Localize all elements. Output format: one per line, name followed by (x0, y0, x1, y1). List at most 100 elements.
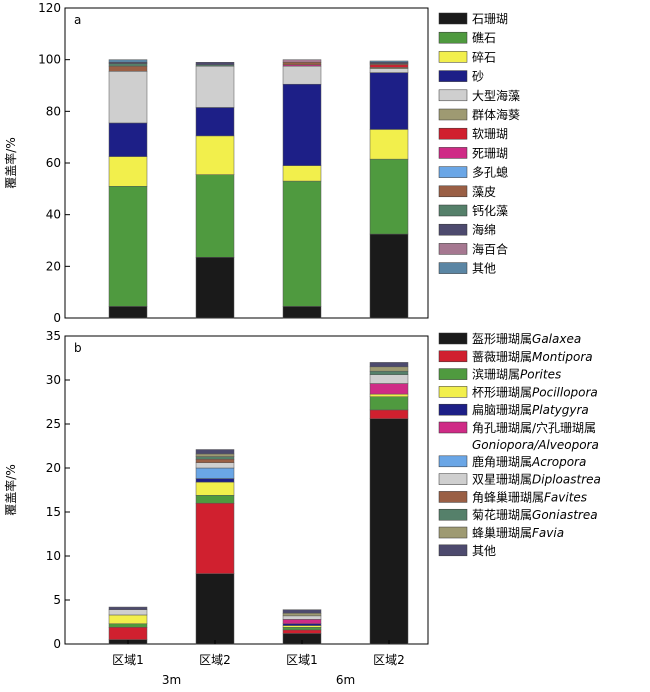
bar-segment (369, 393, 409, 397)
y-tick-label: 30 (46, 373, 61, 387)
bar-segment (195, 456, 235, 460)
legend-label: 鹿角珊瑚属Acropora (472, 454, 586, 469)
bar-segment (282, 615, 322, 620)
bar-segment (369, 158, 409, 235)
legend-label-zh: 蜂巢珊瑚属 (472, 525, 532, 540)
x-group-label: 6m (336, 673, 355, 687)
bar-segment (195, 502, 235, 574)
bar-segment (369, 72, 409, 130)
legend-label-zh: 其他 (472, 544, 496, 558)
legend-label: 其他 (472, 544, 496, 558)
legend-label: 双星珊瑚属Diploastrea (472, 472, 601, 487)
plot-frame (64, 335, 429, 645)
legend-label: 石珊瑚 (472, 11, 508, 26)
legend-label-latin: Acropora (531, 455, 586, 469)
legend-swatch (438, 421, 468, 434)
legend-label: 藻皮 (472, 185, 496, 199)
bar-segment (369, 374, 409, 384)
y-tick-label: 60 (46, 156, 61, 170)
legend-label-latin: Pocillopora (532, 385, 598, 399)
x-tick-label: 区域2 (199, 653, 231, 667)
bar-stack (195, 62, 235, 319)
bar-segment (195, 449, 235, 455)
legend-label: 盔形珊瑚属Galaxea (472, 331, 581, 346)
bar-stack (195, 449, 235, 645)
bar-stack (108, 59, 148, 319)
y-tick-label: 15 (46, 505, 61, 519)
bar-segment (195, 62, 235, 66)
legend-label: 软珊瑚 (472, 126, 508, 141)
bar-stack (282, 609, 322, 645)
legend-label-latin: Goniastrea (532, 508, 598, 522)
legend-label: 蜂巢珊瑚属Favia (472, 525, 564, 540)
legend-swatch (438, 350, 468, 363)
x-group-label: 3m (162, 673, 181, 687)
x-tick-label: 区域2 (373, 653, 405, 667)
legend-label-zh: 扁脑珊瑚属 (472, 402, 532, 417)
bar-segment (195, 478, 235, 483)
legend-swatch (438, 473, 468, 485)
legend-label-zh: 角蜂巢珊瑚属 (472, 489, 544, 504)
legend-label: 大型海藻 (472, 88, 520, 103)
bar-segment (282, 65, 322, 85)
y-tick-label: 40 (46, 208, 61, 222)
bar-segment (195, 573, 235, 645)
bar-segment (369, 370, 409, 375)
bar-segment (282, 62, 322, 66)
bar-segment (195, 257, 235, 319)
legend: 盔形珊瑚属Galaxea蔷薇珊瑚属Montipora滨珊瑚属Porites杯形珊… (438, 331, 601, 558)
bar-segment (282, 625, 322, 628)
legend-label-zh: 盔形珊瑚属 (472, 331, 532, 346)
legend-swatch (438, 166, 468, 178)
bar-segment (369, 383, 409, 395)
legend-label: 群体海葵 (472, 107, 520, 122)
y-axis-title: 覆盖率/% (3, 464, 18, 515)
legend-label-latin: Favites (544, 490, 587, 504)
bar-segment (108, 59, 148, 63)
bar-segment (195, 174, 235, 258)
y-tick-label: 100 (38, 53, 61, 67)
legend-swatch (438, 89, 468, 102)
bar-segment (282, 609, 322, 614)
bar-segment (369, 409, 409, 419)
bar-segment (108, 306, 148, 319)
panel-label: b (74, 341, 82, 355)
bar-segment (282, 619, 322, 625)
legend-swatch (438, 185, 468, 198)
bar-segment (195, 107, 235, 137)
bar-segment (108, 609, 148, 616)
legend-label: 杯形珊瑚属Pocillopora (472, 384, 598, 399)
legend-label-latin: Porites (520, 368, 561, 382)
y-tick-label: 0 (53, 311, 61, 325)
bar-segment (108, 63, 148, 67)
legend-label: 扁脑珊瑚属Platygyra (472, 402, 589, 417)
legend-label-zh: 菊花珊瑚属 (472, 507, 532, 522)
legend-swatch (438, 51, 468, 63)
legend-swatch (438, 544, 468, 557)
legend-label-latin: Favia (532, 526, 564, 540)
legend-label: 滨珊瑚属Porites (472, 367, 561, 382)
panel-b: 05101520253035覆盖率/%b盔形珊瑚属Galaxea蔷薇珊瑚属Mon… (3, 329, 601, 687)
legend-label: 碎石 (472, 49, 496, 64)
y-tick-label: 5 (53, 593, 61, 607)
panel-a: 0 20 40 60 80 100 120 覆盖率/% a 石珊瑚礁石碎石砂大型海藻群体海葵软珊瑚… (3, 1, 520, 325)
bar-segment (108, 65, 148, 72)
bar-segment (195, 458, 235, 463)
y-tick-label: 25 (46, 417, 61, 431)
bar-segment (195, 462, 235, 469)
y-tick-label: 35 (46, 329, 61, 343)
y-tick-label: 20 (46, 259, 61, 273)
legend-label-latin: Galaxea (532, 332, 581, 346)
legend-label-latin: Diploastrea (532, 473, 601, 487)
legend-label-zh: 杯形珊瑚属 (472, 384, 532, 399)
legend-swatch (438, 455, 468, 468)
bar-segment (108, 122, 148, 157)
legend-label: 礁石 (472, 30, 496, 45)
legend-swatch (438, 262, 468, 274)
legend-label: 砂 (472, 70, 484, 84)
x-tick-label: 区域1 (112, 653, 144, 667)
legend-label-latin: Platygyra (532, 403, 589, 417)
y-tick-label: 20 (46, 461, 61, 475)
legend-label: 钙化藻 (472, 204, 508, 218)
bar-segment (369, 64, 409, 68)
